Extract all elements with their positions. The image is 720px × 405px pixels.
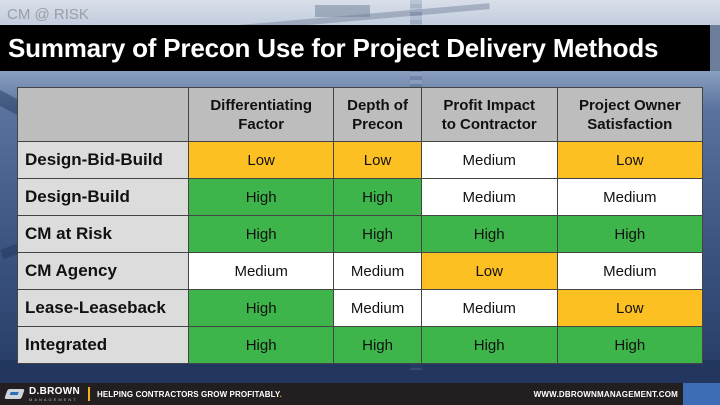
brand-name: D.BROWN — [29, 385, 80, 397]
footer-divider — [87, 387, 90, 401]
table-cell: High — [420, 326, 558, 364]
row-header-integrated: Integrated — [17, 326, 189, 364]
table-cell: Low — [420, 252, 558, 290]
table-cell: High — [333, 215, 422, 253]
table-cell: High — [556, 215, 704, 253]
table-cell: Medium — [556, 252, 704, 290]
row-header-cm-at-risk: CM at Risk — [17, 215, 189, 253]
website-url: WWW.DBROWNMANAGEMENT.COM — [533, 389, 678, 399]
footer-accent-block — [683, 383, 720, 405]
table-cell: Medium — [420, 178, 558, 216]
table-row: CM Agency Medium Medium Low Medium — [17, 252, 704, 290]
table-cell: Low — [556, 141, 704, 179]
table-cell: Medium — [333, 289, 422, 327]
table-cell: Medium — [333, 252, 422, 290]
column-header-owner-satisfaction: Project Owner Satisfaction — [556, 87, 704, 142]
footer-bar: D.BROWN MANAGEMENT HELPING CONTRACTORS G… — [0, 383, 720, 405]
title-bar: Summary of Precon Use for Project Delive… — [0, 25, 720, 71]
table-row: Lease-Leaseback High Medium Medium Low — [17, 289, 704, 327]
delivery-methods-table: Differentiating Factor Depth of Precon Pro… — [17, 87, 704, 364]
table-row: Design-Build High High Medium Medium — [17, 178, 704, 216]
table-cell: Medium — [420, 289, 558, 327]
steel-floor — [0, 360, 720, 383]
table-cell: High — [187, 215, 335, 253]
table-cell: High — [333, 178, 422, 216]
table-cell: High — [187, 289, 335, 327]
row-header-design-bid-build: Design-Bid-Build — [17, 141, 189, 179]
title-bar-edge — [710, 25, 720, 71]
table-cell: Medium — [556, 178, 704, 216]
table-header-row: Differentiating Factor Depth of Precon Pro… — [17, 87, 704, 142]
company-logo: D.BROWN MANAGEMENT — [4, 385, 80, 402]
table-cell: High — [333, 326, 422, 364]
column-header-profit-impact: Profit Impact to Contractor — [420, 87, 558, 142]
row-header-cm-agency: CM Agency — [17, 252, 189, 290]
table-cell: Medium — [187, 252, 335, 290]
row-header-lease-leaseback: Lease-Leaseback — [17, 289, 189, 327]
page-title: Summary of Precon Use for Project Delive… — [8, 32, 659, 63]
d-brown-logo-icon — [4, 389, 25, 399]
table-row: CM at Risk High High High High — [17, 215, 704, 253]
row-header-design-build: Design-Build — [17, 178, 189, 216]
table-cell: High — [187, 178, 335, 216]
corner-cell — [17, 87, 189, 142]
table-cell: Low — [333, 141, 422, 179]
table-cell: Medium — [420, 141, 558, 179]
table-cell: High — [187, 326, 335, 364]
column-header-depth-of-precon: Depth of Precon — [333, 87, 422, 142]
brand-wordmark: D.BROWN MANAGEMENT — [29, 385, 80, 402]
brand-subtitle: MANAGEMENT — [29, 396, 78, 402]
table-cell: Low — [187, 141, 335, 179]
table-cell: Low — [556, 289, 704, 327]
table-cell: High — [420, 215, 558, 253]
column-header-differentiating-factor: Differentiating Factor — [187, 87, 335, 142]
table-row: Design-Bid-Build Low Low Medium Low — [17, 141, 704, 179]
section-label: CM @ RISK — [7, 6, 89, 23]
crane-counterweight — [315, 5, 370, 17]
tagline: HELPING CONTRACTORS GROW PROFITABLY. — [96, 389, 282, 399]
table-row: Integrated High High High High — [17, 326, 704, 364]
table-cell: High — [556, 326, 704, 364]
